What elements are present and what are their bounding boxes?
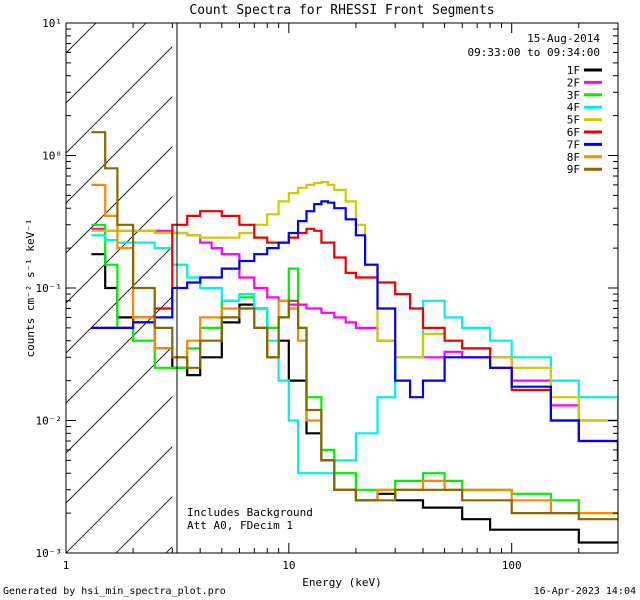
hatch-line <box>66 346 173 454</box>
series-layer <box>91 131 618 544</box>
background-hatch-region <box>66 0 640 553</box>
legend-label-9f: 9F <box>567 163 580 176</box>
legend-label-2f: 2F <box>567 76 580 89</box>
hatch-line <box>416 0 640 553</box>
series-line-5f <box>91 181 618 450</box>
series-line-7f <box>91 200 618 461</box>
y-tick-label: 10⁻³ <box>36 547 63 560</box>
y-tick-label: 10⁰ <box>42 150 62 163</box>
axes: 1 10 100 10¹ 10⁰ 10⁻¹ 10⁻² 10⁻³ <box>36 17 619 572</box>
legend-label-5f: 5F <box>567 114 580 127</box>
note-attenuator: Att A0, FDecim 1 <box>187 519 293 532</box>
legend-label-1f: 1F <box>567 64 580 77</box>
legend-label-7f: 7F <box>567 138 580 151</box>
time-range-label: 09:33:00 to 09:34:00 <box>468 46 600 59</box>
hatch-line <box>466 0 640 553</box>
chart-title: Count Spectra for RHESSI Front Segments <box>189 3 494 18</box>
hatch-line <box>66 96 173 204</box>
legend-label-3f: 3F <box>567 89 580 102</box>
hatch-line <box>66 296 173 404</box>
hatch-line <box>66 23 147 104</box>
series-line-6f <box>91 210 618 461</box>
series-line-8f <box>91 183 618 515</box>
hatch-line <box>66 246 173 354</box>
x-axis-label: Energy (keV) <box>302 576 381 589</box>
y-axis-label: counts cm⁻² s⁻¹ keV⁻¹ <box>24 218 37 357</box>
series-line-4f <box>91 234 618 475</box>
y-tick-label: 10⁻¹ <box>36 282 63 295</box>
series-line-2f <box>91 227 618 441</box>
hatch-line <box>66 146 173 254</box>
x-tick-label: 10 <box>282 559 295 572</box>
y-tick-label: 10⁻² <box>36 415 63 428</box>
hatch-line <box>66 446 173 553</box>
legend-label-6f: 6F <box>567 126 580 139</box>
hatch-line <box>66 396 173 504</box>
series-line-3f <box>91 223 618 515</box>
x-tick-label: 1 <box>63 559 70 572</box>
note-background: Includes Background <box>187 506 313 519</box>
hatch-line <box>66 196 173 304</box>
footer-timestamp: 16-Apr-2023 14:04 <box>534 586 636 597</box>
x-tick-label: 100 <box>502 559 522 572</box>
y-tick-label: 10¹ <box>42 17 62 30</box>
hatch-line <box>616 0 640 553</box>
series-line-9f <box>91 131 618 521</box>
legend-label-8f: 8F <box>567 151 580 164</box>
date-label: 15-Aug-2014 <box>527 32 600 45</box>
hatch-line <box>66 46 173 154</box>
hatch-line <box>266 0 640 553</box>
footer-generated-by: Generated by hsi_min_spectra_plot.pro <box>3 586 226 597</box>
legend-label-4f: 4F <box>567 101 580 114</box>
